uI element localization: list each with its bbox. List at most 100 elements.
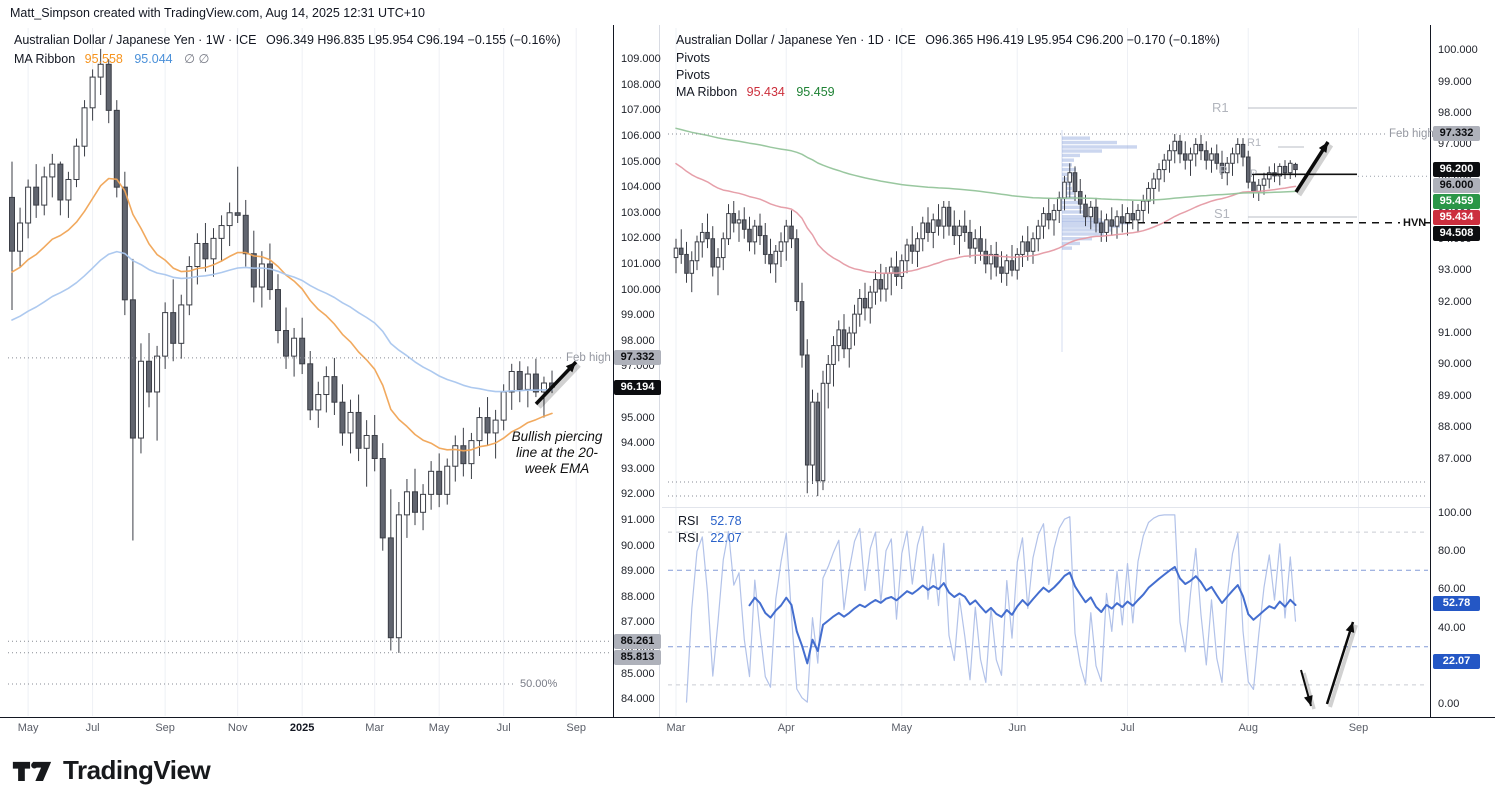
- left-scale-tick: 109.000: [621, 53, 661, 66]
- left-scale-tick: 91.000: [621, 513, 655, 526]
- rsi-up-arrow-drawing[interactable]: [1325, 621, 1355, 705]
- left-chart-title-row[interactable]: Australian Dollar / Japanese Yen · 1W · …: [14, 33, 561, 47]
- left-scale-tick: 93.000: [621, 462, 655, 475]
- rsi-scale-tick: 80.00: [1438, 545, 1466, 558]
- pivot-label-r1: R1: [1247, 136, 1262, 149]
- ma-ribbon-value-2: 95.459: [796, 85, 835, 99]
- left-scale-tick: 107.000: [621, 104, 661, 117]
- right-scale-tick: 88.000: [1438, 421, 1472, 434]
- right-scale-tick: 89.000: [1438, 389, 1472, 402]
- rsi-value-2: 22.07: [710, 531, 742, 545]
- price-badge-86.261: 86.261: [614, 633, 661, 649]
- left-scale-tick: 95.000: [621, 411, 655, 424]
- price-badge-97.332: 97.332: [1433, 126, 1480, 142]
- time-axis-label-apr: Apr: [777, 722, 795, 734]
- pivot-label-r1: R1: [1212, 99, 1229, 115]
- price-badge-94.508: 94.508: [1433, 226, 1480, 242]
- price-badge-96.000: 96.000: [1433, 178, 1480, 194]
- rsi-badge-52.78: 52.78: [1433, 595, 1480, 611]
- price-badge-96.200: 96.200: [1433, 162, 1480, 178]
- time-axis-label-mar: Mar: [666, 722, 686, 734]
- tradingview-logo[interactable]: TradingView: [10, 755, 211, 786]
- time-axis-label-sep: Sep: [1348, 722, 1369, 734]
- left-ohlc-values: O96.349 H96.835 L95.954 C96.194 −0.155 (…: [265, 33, 561, 47]
- time-axis-label-2025: 2025: [289, 722, 315, 734]
- rsi-scale-tick: 40.00: [1438, 621, 1466, 634]
- rsi-row-2[interactable]: RSI 22.07: [678, 531, 742, 545]
- header-credit: Matt_Simpson created with TradingView.co…: [10, 6, 425, 20]
- time-axis-label-aug: Aug: [1238, 722, 1259, 734]
- left-scale-tick: 92.000: [621, 488, 655, 501]
- price-badge-97.332: 97.332: [614, 350, 661, 366]
- time-axis-label-sep: Sep: [566, 722, 586, 734]
- ma-ribbon-label: MA Ribbon: [14, 52, 76, 66]
- time-axis-label-mar: Mar: [365, 722, 385, 734]
- ma-ribbon-empty-values: ∅ ∅: [184, 52, 210, 66]
- left-scale-tick: 100.000: [621, 283, 661, 296]
- price-badge-85.813: 85.813: [614, 649, 661, 665]
- right-scale-tick: 99.000: [1438, 75, 1472, 88]
- right-scale-tick: 92.000: [1438, 295, 1472, 308]
- right-scale-tick: 87.000: [1438, 452, 1472, 465]
- right-up-arrow-drawing-head: [1318, 142, 1328, 153]
- right-scale-tick: 98.000: [1438, 107, 1472, 119]
- rsi-scale-tick: 60.00: [1438, 583, 1466, 596]
- left-up-arrow-drawing-head: [565, 362, 576, 373]
- time-axis-label-jul: Jul: [85, 722, 100, 734]
- time-axis-label-nov: Nov: [227, 722, 248, 734]
- fib-50-label: 50.00%: [520, 678, 558, 691]
- right-chart-title-row[interactable]: Australian Dollar / Japanese Yen · 1D · …: [676, 33, 1220, 47]
- left-scale-tick: 102.000: [621, 232, 661, 245]
- ma-ribbon-value-1: 95.434: [746, 85, 785, 99]
- left-feb-high-label: Feb high: [566, 351, 611, 364]
- left-scale-tick: 108.000: [621, 78, 661, 91]
- pivots-indicator-row-2[interactable]: Pivots: [676, 68, 711, 82]
- rsi-row-1[interactable]: RSI 52.78: [678, 514, 742, 528]
- price-badge-95.434: 95.434: [1433, 210, 1480, 226]
- rsi-label: RSI: [678, 531, 699, 545]
- left-scale-tick: 90.000: [621, 539, 655, 552]
- time-axis-label-may: May: [17, 722, 39, 734]
- left-scale-tick: 94.000: [621, 437, 655, 450]
- ma-ribbon-value-2: 95.044: [134, 52, 173, 66]
- pivot-label-p: P: [1250, 167, 1258, 180]
- left-scale-tick: 87.000: [621, 616, 655, 629]
- right-ohlc-values: O96.365 H96.419 L95.954 C96.200 −0.170 (…: [925, 33, 1220, 47]
- rsi-up-arrow-drawing-head: [1345, 622, 1355, 633]
- left-scale-tick: 106.000: [621, 129, 661, 142]
- left-scale-tick: 105.000: [621, 155, 661, 168]
- right-symbol-title: Australian Dollar / Japanese Yen · 1D · …: [676, 33, 916, 47]
- pivot-label-p: P: [1219, 162, 1228, 178]
- right-scale-tick: 93.000: [1438, 264, 1472, 277]
- left-scale-tick: 84.000: [621, 693, 655, 706]
- rsi-value-1: 52.78: [710, 514, 742, 528]
- right-feb-high-label: Feb high: [1389, 127, 1434, 140]
- ma-ribbon-label: MA Ribbon: [676, 85, 738, 99]
- left-scale-tick: 88.000: [621, 590, 655, 603]
- left-scale-tick: 98.000: [621, 334, 655, 347]
- left-scale-tick: 99.000: [621, 309, 655, 322]
- right-scale-tick: 90.000: [1438, 358, 1472, 371]
- hvn-label: HVN: [1403, 216, 1427, 229]
- left-scale-tick: 101.000: [621, 257, 661, 270]
- pivot-label-s1: S1: [1214, 205, 1230, 221]
- price-badge-96.194: 96.194: [614, 379, 661, 395]
- time-axis-label-jul: Jul: [1120, 722, 1135, 734]
- left-scale-tick: 85.000: [621, 667, 655, 680]
- right-scale-tick: 91.000: [1438, 327, 1472, 339]
- tradingview-logo-icon: [12, 761, 52, 782]
- pivots-indicator-row-1[interactable]: Pivots: [676, 51, 711, 65]
- time-axis-label-may: May: [891, 722, 913, 734]
- tradingview-logo-text: TradingView: [63, 755, 211, 785]
- left-symbol-title: Australian Dollar / Japanese Yen · 1W · …: [14, 33, 257, 47]
- right-ma-ribbon-row[interactable]: MA Ribbon 95.434 95.459: [676, 85, 835, 99]
- right-scale-tick: 100.000: [1438, 44, 1478, 57]
- time-axis-label-sep: Sep: [155, 722, 175, 734]
- bullish-piercing-annotation[interactable]: Bullish piercing line at the 20- week EM…: [511, 429, 603, 476]
- time-axis-label-jun: Jun: [1008, 722, 1027, 734]
- rsi-scale-tick: 100.00: [1438, 507, 1472, 519]
- left-ma-ribbon-row[interactable]: MA Ribbon 95.558 95.044 ∅ ∅: [14, 51, 209, 66]
- price-badge-95.459: 95.459: [1433, 194, 1480, 210]
